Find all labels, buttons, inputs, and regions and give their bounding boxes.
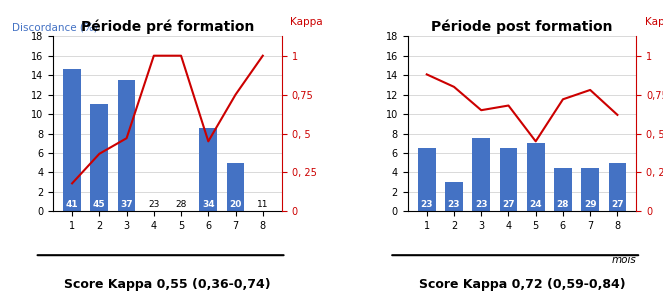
Bar <box>554 168 572 211</box>
Text: 41: 41 <box>66 200 78 209</box>
Text: 20: 20 <box>229 200 242 209</box>
Bar <box>445 182 463 211</box>
Text: 37: 37 <box>120 200 133 209</box>
Text: Kappa: Kappa <box>645 18 663 27</box>
Text: 34: 34 <box>202 200 215 209</box>
Text: Score Kappa 0,55 (0,36-0,74): Score Kappa 0,55 (0,36-0,74) <box>64 278 271 291</box>
Bar <box>527 143 544 211</box>
Text: 28: 28 <box>557 200 570 209</box>
Text: 28: 28 <box>176 200 187 209</box>
Title: Période post formation: Période post formation <box>432 19 613 34</box>
Bar <box>90 104 108 211</box>
Text: 23: 23 <box>420 200 433 209</box>
Text: 24: 24 <box>529 200 542 209</box>
Bar <box>500 148 517 211</box>
Bar <box>227 163 245 211</box>
Bar <box>63 69 81 211</box>
Text: 29: 29 <box>584 200 597 209</box>
Text: 27: 27 <box>502 200 514 209</box>
Text: 45: 45 <box>93 200 105 209</box>
Text: Kappa: Kappa <box>290 18 323 27</box>
Text: mois: mois <box>612 255 636 265</box>
Text: 23: 23 <box>148 200 160 209</box>
Text: 23: 23 <box>475 200 487 209</box>
Text: Discordance (%): Discordance (%) <box>12 22 97 32</box>
Bar <box>472 138 490 211</box>
Text: Score Kappa 0,72 (0,59-0,84): Score Kappa 0,72 (0,59-0,84) <box>419 278 625 291</box>
Title: Période pré formation: Période pré formation <box>81 19 254 34</box>
Bar <box>200 128 217 211</box>
Bar <box>609 163 627 211</box>
Text: 23: 23 <box>448 200 460 209</box>
Text: 11: 11 <box>257 200 269 209</box>
Bar <box>118 80 135 211</box>
Bar <box>418 148 436 211</box>
Bar <box>581 168 599 211</box>
Text: 27: 27 <box>611 200 624 209</box>
